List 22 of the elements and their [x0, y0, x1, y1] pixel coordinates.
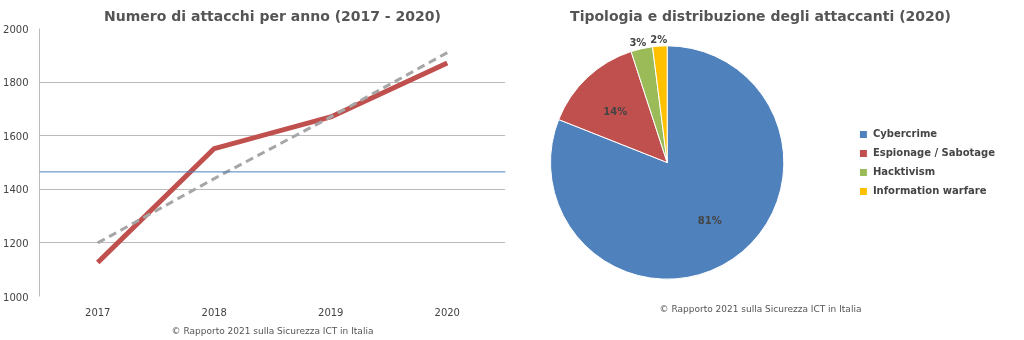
- legend-label: Hacktivism: [872, 166, 936, 177]
- x-tick-label: 2020: [434, 306, 460, 318]
- x-tick-label: 2017: [85, 306, 111, 318]
- text: © Rapporto 2021 sulla Sicurezza ICT in Italia: [171, 325, 374, 336]
- y-tick-label: 1200: [3, 237, 29, 249]
- x-tick-label: 2018: [201, 306, 227, 318]
- data-label: 3%: [629, 36, 647, 48]
- legend-label: Information warfare: [872, 185, 987, 196]
- chart-title: Tipologia e distribuzione degli attaccanti (2020): [570, 7, 951, 24]
- legend-label: Cybercrime: [872, 128, 938, 139]
- data-label: 81%: [697, 214, 722, 226]
- y-tick-label: 1000: [3, 291, 29, 303]
- text: © Rapporto 2021 sulla Sicurezza ICT in Italia: [659, 303, 862, 314]
- data-label: 14%: [603, 106, 628, 118]
- y-tick-label: 1800: [3, 77, 29, 89]
- legend-label: Espionage / Sabotage: [872, 147, 995, 158]
- y-tick-label: 1400: [3, 184, 29, 196]
- data-label: 2%: [650, 33, 668, 45]
- chart-title: Numero di attacchi per anno (2017 - 2020): [104, 7, 441, 24]
- y-tick-label: 2000: [3, 23, 29, 35]
- y-tick-label: 1600: [3, 130, 29, 142]
- x-tick-label: 2019: [318, 306, 344, 318]
